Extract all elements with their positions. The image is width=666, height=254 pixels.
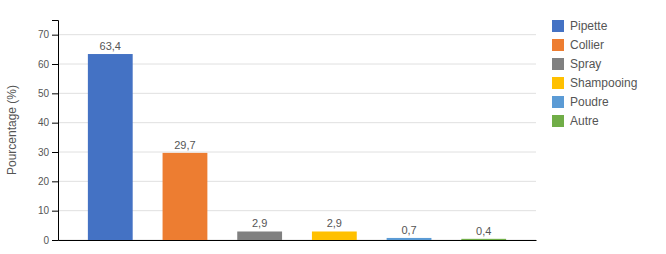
legend-swatch bbox=[552, 96, 564, 108]
tick: 30 bbox=[38, 147, 58, 158]
legend-item: Shampooing bbox=[552, 76, 637, 90]
tick: 0 bbox=[43, 235, 58, 246]
bar bbox=[88, 54, 133, 240]
legend-label: Autre bbox=[570, 114, 599, 128]
tick: 40 bbox=[38, 117, 58, 128]
tick: 10 bbox=[38, 205, 58, 216]
legend-label: Spray bbox=[570, 57, 601, 71]
bar bbox=[312, 231, 357, 240]
legend: Pipette Collier Spray Shampooing Poudre Autre bbox=[552, 19, 637, 128]
bar bbox=[163, 153, 208, 240]
tick-mark bbox=[52, 152, 58, 153]
data-label: 2,9 bbox=[252, 217, 267, 229]
tick-mark bbox=[52, 181, 58, 182]
tick-mark bbox=[52, 211, 58, 212]
legend-swatch bbox=[552, 77, 564, 89]
tick-mark bbox=[52, 93, 58, 94]
data-label: 63,4 bbox=[100, 40, 121, 52]
tick-label: 10 bbox=[38, 205, 50, 216]
tick-mark bbox=[52, 123, 58, 124]
legend-item: Collier bbox=[552, 38, 604, 52]
legend-label: Collier bbox=[570, 38, 604, 52]
tick-label: 70 bbox=[38, 29, 50, 40]
tick-mark bbox=[52, 64, 58, 65]
bar bbox=[387, 238, 432, 240]
tick: 20 bbox=[38, 176, 58, 187]
tick-label: 40 bbox=[38, 117, 50, 128]
data-label: 0,4 bbox=[476, 225, 491, 237]
legend-swatch bbox=[552, 115, 564, 127]
tick-label: 60 bbox=[38, 59, 50, 70]
legend-item: Spray bbox=[552, 57, 601, 71]
tick-label: 50 bbox=[38, 88, 50, 99]
legend-swatch bbox=[552, 39, 564, 51]
legend-item: Poudre bbox=[552, 95, 609, 109]
legend-label: Shampooing bbox=[570, 76, 637, 90]
grid-line bbox=[58, 34, 536, 35]
tick: 50 bbox=[38, 88, 58, 99]
data-label: 2,9 bbox=[327, 217, 342, 229]
legend-item: Pipette bbox=[552, 19, 608, 33]
tick: 60 bbox=[38, 59, 58, 70]
data-label: 0,7 bbox=[401, 224, 416, 236]
bar bbox=[237, 231, 282, 240]
legend-swatch bbox=[552, 20, 564, 32]
bar bbox=[461, 239, 506, 240]
axis-line bbox=[52, 21, 59, 241]
plot: 0 10 20 30 40 50 60 70 63,4 29,7 2,9 2,9 0,7 0,4 bbox=[38, 21, 537, 246]
data-labels: 63,4 29,7 2,9 2,9 0,7 0,4 bbox=[100, 40, 492, 237]
data-label: 29,7 bbox=[174, 139, 195, 151]
y-axis-label: Pourcentage (%) bbox=[5, 85, 19, 175]
tick-label: 30 bbox=[38, 147, 50, 158]
grid bbox=[58, 35, 536, 240]
x-axis bbox=[59, 240, 537, 241]
tick-label: 0 bbox=[43, 235, 49, 246]
legend-swatch bbox=[552, 58, 564, 70]
legend-label: Pipette bbox=[570, 19, 608, 33]
legend-item: Autre bbox=[552, 114, 599, 128]
chart: 0 10 20 30 40 50 60 70 63,4 29,7 2,9 2,9 0,7 0,4 Pourc… bbox=[0, 0, 666, 254]
bars bbox=[88, 54, 506, 240]
tick-label: 20 bbox=[38, 176, 50, 187]
axis-line bbox=[59, 240, 537, 241]
tick-mark bbox=[52, 240, 58, 241]
tick: 70 bbox=[38, 29, 58, 40]
y-axis: 0 10 20 30 40 50 60 70 bbox=[38, 21, 59, 246]
tick-mark bbox=[52, 35, 58, 36]
legend-label: Poudre bbox=[570, 95, 609, 109]
